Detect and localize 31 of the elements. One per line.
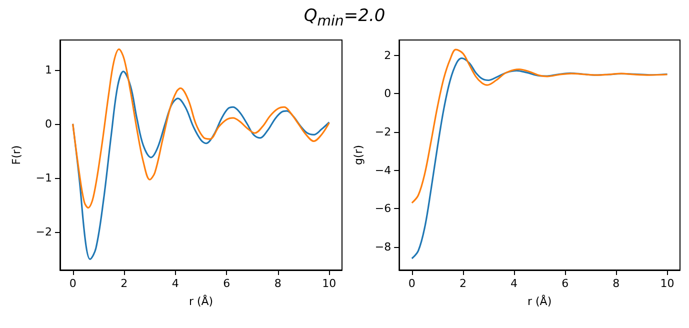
x-tick-label: 6 [223, 277, 230, 290]
x-tick-label: 2 [459, 277, 466, 290]
x-tick-label: 10 [322, 277, 336, 290]
x-tick-label: 8 [612, 277, 620, 290]
line-series [411, 48, 668, 204]
y-tick-label: −4 [374, 164, 392, 177]
y-tick-label: −6 [374, 202, 392, 216]
x-axis-title: r (Å) [527, 294, 552, 308]
x-tick-label: 2 [120, 277, 128, 290]
x-tick-label: 0 [408, 277, 416, 290]
y-axis-title: g(r) [352, 144, 365, 166]
line-series [72, 48, 330, 209]
y-tick-label: 0 [45, 117, 52, 130]
y-tick-label: −1 [36, 172, 52, 184]
y-tick-label: 2 [384, 48, 392, 62]
line-series [72, 70, 330, 260]
x-tick-label: 8 [274, 277, 282, 290]
chart-title: Q$_{min}$=2.0 [302, 6, 386, 30]
x-tick-label: 0 [69, 277, 76, 290]
x-tick-label: 6 [562, 277, 569, 290]
line-series [411, 57, 668, 260]
x-tick-label: 4 [510, 277, 518, 290]
x-axis-title: r (Å) [188, 294, 214, 308]
x-tick-label: 10 [660, 277, 674, 290]
y-tick-label: 1 [45, 63, 52, 76]
y-axis-title: F(r) [10, 145, 23, 165]
y-tick-label: 0 [384, 87, 392, 100]
y-tick-label: −2 [374, 126, 392, 138]
y-tick-label: −2 [36, 226, 52, 239]
x-tick-label: 4 [172, 277, 179, 290]
y-tick-label: −8 [374, 240, 392, 254]
